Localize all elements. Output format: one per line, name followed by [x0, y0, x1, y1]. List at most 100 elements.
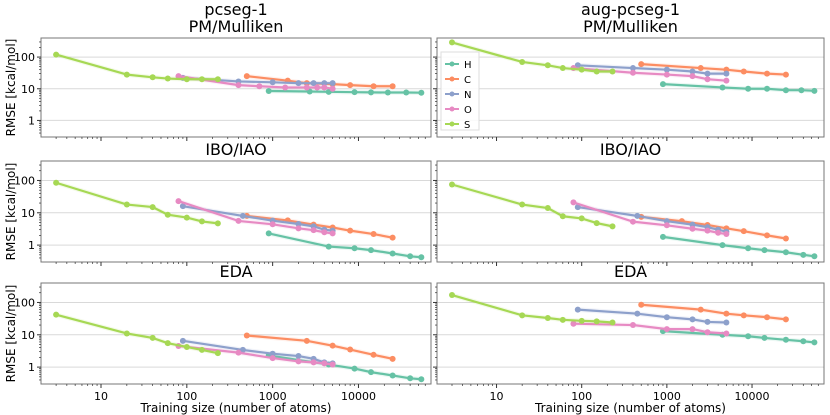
data-point: [389, 250, 396, 257]
x-axis-label: Training size (number of atoms): [534, 401, 726, 415]
panel-title: EDA: [219, 262, 252, 281]
series-C: [243, 332, 396, 362]
x-tick-label: 1000: [653, 390, 681, 403]
data-point: [321, 84, 328, 91]
data-point: [175, 73, 182, 80]
data-point: [347, 227, 354, 234]
data-point: [53, 179, 60, 186]
data-point: [704, 227, 711, 234]
data-point: [704, 70, 711, 77]
series-band: [246, 333, 393, 362]
panel-title: pcseg-1: [204, 0, 267, 19]
data-point: [407, 253, 414, 260]
data-point: [149, 204, 156, 211]
data-point: [347, 346, 354, 353]
panel-6: 10 100 1000 10000 EDA Training size (number o…: [433, 262, 825, 415]
y-tick-label: 100: [14, 296, 35, 309]
series-S: [53, 311, 221, 357]
series-line: [662, 235, 815, 258]
data-point: [782, 336, 789, 343]
data-point: [235, 82, 242, 89]
data-point: [329, 85, 336, 92]
data-point: [782, 87, 789, 94]
legend-label: H: [464, 60, 472, 71]
data-point: [239, 212, 246, 219]
data-point: [448, 39, 455, 46]
data-point: [578, 66, 585, 73]
data-point: [764, 85, 771, 92]
panel-title: PM/Mulliken: [583, 17, 678, 36]
panel-4: IBO/IAO: [433, 140, 825, 266]
data-point: [740, 228, 747, 235]
legend-label: O: [464, 105, 472, 116]
data-point: [183, 343, 190, 350]
series-line: [55, 53, 218, 81]
data-point: [325, 243, 332, 250]
legend-swatch-marker: [449, 76, 455, 82]
data-point: [368, 89, 375, 96]
data-point: [689, 68, 696, 75]
data-point: [295, 220, 302, 227]
data-point: [329, 80, 336, 87]
data-point: [269, 355, 276, 362]
panel-title: EDA: [614, 262, 647, 281]
series-O: [175, 198, 336, 237]
data-point: [265, 230, 272, 237]
legend-swatch-marker: [449, 106, 455, 112]
data-point: [164, 211, 171, 218]
data-point: [321, 229, 328, 236]
data-point: [782, 235, 789, 242]
data-point: [403, 89, 410, 96]
series-O: [175, 342, 336, 368]
data-point: [782, 71, 789, 78]
plot-frame: [40, 160, 432, 263]
series-S: [448, 39, 616, 75]
data-point: [697, 65, 704, 72]
data-point: [663, 222, 670, 229]
data-point: [183, 214, 190, 221]
series-H: [265, 352, 425, 383]
legend-swatch-marker: [449, 91, 455, 97]
data-point: [243, 332, 250, 339]
series-band: [178, 198, 333, 236]
data-point: [351, 245, 358, 252]
x-tick-label: 100: [176, 390, 197, 403]
data-point: [659, 81, 666, 88]
series-N: [574, 62, 730, 77]
data-point: [269, 350, 276, 357]
data-point: [544, 62, 551, 69]
panel-3: 1 10 100 IBO/IAO RMSE [kcal/mol]: [4, 140, 432, 266]
data-point: [811, 339, 818, 346]
data-point: [697, 306, 704, 313]
panel-5: 1 10 100 10 100 1000 10000 EDA RMSE [kcal/mol] Tr…: [4, 262, 432, 415]
data-point: [761, 334, 768, 341]
series-line: [573, 66, 727, 82]
data-point: [123, 330, 130, 337]
data-point: [689, 316, 696, 323]
y-tick-label: 1: [28, 361, 35, 374]
data-point: [53, 311, 60, 318]
series-S: [53, 179, 221, 227]
series-O: [175, 73, 336, 92]
data-point: [329, 361, 336, 368]
series-H: [265, 230, 425, 261]
data-point: [663, 314, 670, 321]
data-point: [351, 365, 358, 372]
data-point: [389, 355, 396, 362]
y-tick-label: 1: [28, 114, 35, 127]
data-point: [164, 340, 171, 347]
series-S: [448, 181, 616, 230]
data-point: [303, 84, 310, 91]
series-O: [570, 199, 730, 238]
data-point: [407, 375, 414, 382]
panel-title: PM/Mulliken: [189, 17, 284, 36]
series-line: [641, 303, 787, 321]
data-point: [389, 83, 396, 90]
panel-title: IBO/IAO: [600, 140, 661, 159]
data-point: [634, 310, 641, 317]
panel-title: IBO/IAO: [205, 140, 266, 159]
data-point: [559, 65, 566, 72]
data-point: [593, 318, 600, 325]
legend-label: N: [464, 90, 471, 101]
data-point: [689, 221, 696, 228]
